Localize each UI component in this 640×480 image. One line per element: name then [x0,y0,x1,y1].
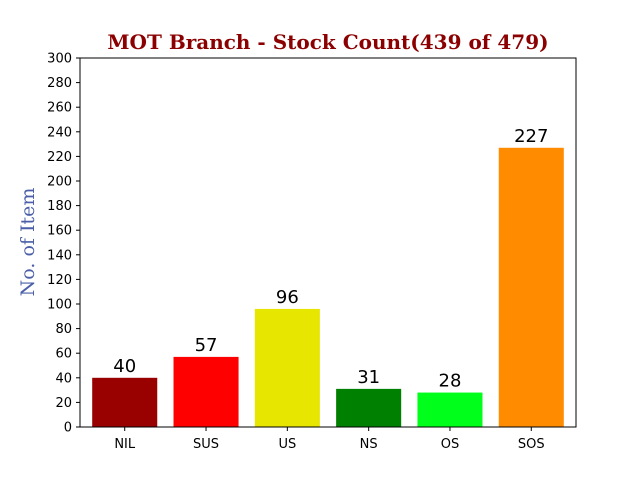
y-tick-label: 160 [47,224,72,239]
data-label: 57 [195,335,218,356]
x-tick-label: NS [360,437,378,452]
x-tick-label: US [278,437,296,452]
y-tick-label: 40 [55,371,72,386]
y-tick-label: 20 [55,396,72,411]
y-tick-label: 220 [47,150,72,165]
bar-sus [173,356,239,427]
plot-frame [79,57,577,428]
y-tick-label: 140 [47,248,72,263]
x-tick-label: NIL [114,437,136,452]
bar-ns [336,388,402,427]
x-tick-label: SUS [193,437,219,452]
data-label: 96 [276,287,299,308]
x-axis-ticks: NIL SUS US NS OS SOS [114,427,545,452]
bar-nil [92,377,158,427]
y-tick-label: 100 [47,298,72,313]
y-tick-label: 240 [47,125,72,140]
y-tick-label: 200 [47,175,72,190]
y-tick-label: 180 [47,199,72,214]
data-label: 31 [357,367,380,388]
y-tick-label: 80 [55,322,72,337]
bar-os [417,392,483,427]
y-tick-label: 260 [47,101,72,116]
y-tick-label: 60 [55,347,72,362]
data-label: 40 [113,356,136,377]
bar-us [254,308,320,427]
x-tick-label: OS [441,437,459,452]
data-label: 227 [514,126,548,147]
y-axis-label: No. of Item [17,188,39,297]
y-tick-label: 120 [47,273,72,288]
y-tick-label: 300 [47,52,72,67]
data-labels: 40 57 96 31 28 227 [113,126,548,392]
y-axis-ticks: 0 20 40 60 80 100 120 140 160 180 200 220 240 260 280 3… [47,52,80,436]
bar-sos [498,147,564,428]
y-tick-label: 280 [47,76,72,91]
x-tick-label: SOS [518,437,545,452]
bars-group [92,147,564,428]
y-tick-label: 0 [64,421,72,436]
chart-title: MOT Branch - Stock Count(439 of 479) [107,30,548,54]
data-label: 28 [439,371,462,392]
